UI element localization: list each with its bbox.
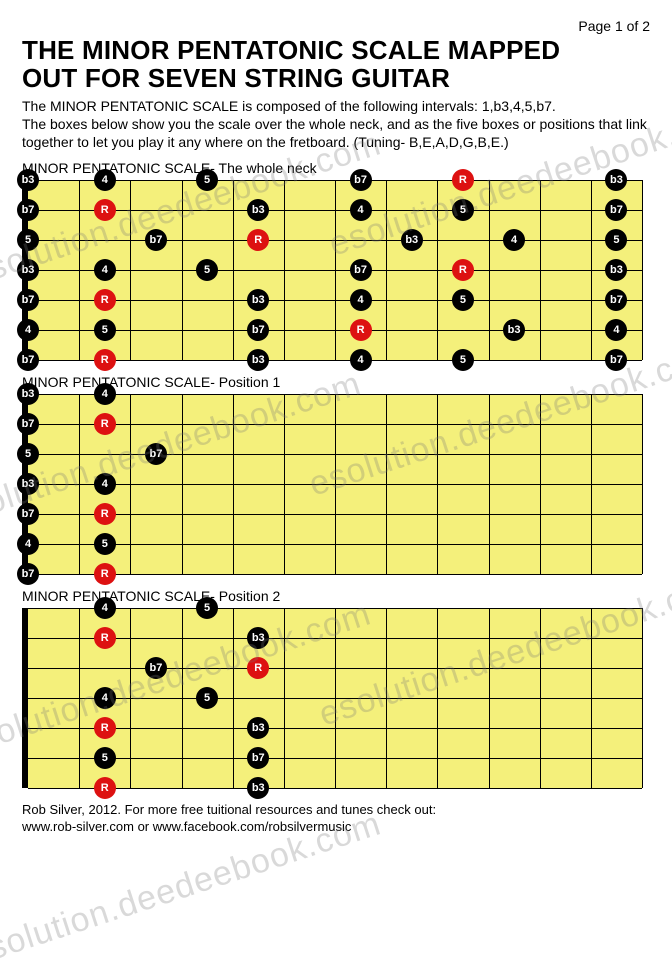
root-dot: R — [94, 349, 116, 371]
interval-dot: b3 — [605, 259, 627, 281]
interval-dot: 4 — [94, 383, 116, 405]
interval-dot: b3 — [605, 169, 627, 191]
interval-dot: b7 — [350, 259, 372, 281]
footer-line-1: Rob Silver, 2012. For more free tuitiona… — [22, 802, 436, 817]
interval-dot: b3 — [503, 319, 525, 341]
interval-dot: 5 — [17, 443, 39, 465]
interval-dot: b3 — [247, 289, 269, 311]
interval-dot: 5 — [196, 687, 218, 709]
interval-dot: b7 — [247, 747, 269, 769]
interval-dot: b7 — [247, 319, 269, 341]
interval-dot: 5 — [452, 289, 474, 311]
interval-dot: b7 — [145, 443, 167, 465]
page-number: Page 1 of 2 — [22, 18, 650, 34]
interval-dot: b3 — [17, 473, 39, 495]
diagram-whole-neck: MINOR PENTATONIC SCALE- The whole neckb3… — [22, 160, 650, 360]
interval-dot: 5 — [196, 169, 218, 191]
interval-dot: 4 — [94, 597, 116, 619]
interval-dot: 4 — [605, 319, 627, 341]
fretboard: b34b7R5b7b34b7R45b7R — [22, 394, 642, 574]
interval-dot: 4 — [17, 319, 39, 341]
interval-dot: b3 — [17, 259, 39, 281]
root-dot: R — [247, 229, 269, 251]
interval-dot: 4 — [503, 229, 525, 251]
root-dot: R — [94, 627, 116, 649]
interval-dot: 4 — [94, 687, 116, 709]
title-line-1: THE MINOR PENTATONIC SCALE MAPPED — [22, 35, 560, 65]
interval-dot: b7 — [605, 349, 627, 371]
root-dot: R — [452, 259, 474, 281]
interval-dot: 5 — [94, 747, 116, 769]
interval-dot: b7 — [350, 169, 372, 191]
interval-dot: b7 — [17, 563, 39, 585]
root-dot: R — [452, 169, 474, 191]
interval-dot: 5 — [196, 597, 218, 619]
interval-dot: 5 — [196, 259, 218, 281]
root-dot: R — [94, 199, 116, 221]
interval-dot: b3 — [17, 383, 39, 405]
diagram-label: MINOR PENTATONIC SCALE- Position 2 — [22, 588, 650, 604]
interval-dot: b3 — [247, 717, 269, 739]
diagram-label: MINOR PENTATONIC SCALE- Position 1 — [22, 374, 650, 390]
interval-dot: b7 — [145, 657, 167, 679]
interval-dot: b7 — [17, 349, 39, 371]
fretboard: 45Rb3b7R45Rb35b7Rb3 — [22, 608, 642, 788]
footer: Rob Silver, 2012. For more free tuitiona… — [22, 802, 650, 836]
diagrams-container: MINOR PENTATONIC SCALE- The whole neckb3… — [22, 160, 650, 788]
interval-dot: 4 — [350, 289, 372, 311]
diagram-position-2: MINOR PENTATONIC SCALE- Position 245Rb3b… — [22, 588, 650, 788]
root-dot: R — [94, 503, 116, 525]
interval-dot: 4 — [350, 199, 372, 221]
root-dot: R — [94, 777, 116, 799]
interval-dot: 5 — [452, 199, 474, 221]
interval-dot: b7 — [605, 289, 627, 311]
interval-dot: b3 — [247, 199, 269, 221]
interval-dot: 5 — [17, 229, 39, 251]
interval-dot: 5 — [94, 533, 116, 555]
interval-dot: b3 — [401, 229, 423, 251]
root-dot: R — [94, 563, 116, 585]
root-dot: R — [94, 289, 116, 311]
interval-dot: 4 — [94, 169, 116, 191]
root-dot: R — [94, 717, 116, 739]
interval-dot: 4 — [17, 533, 39, 555]
intro-paragraph: The MINOR PENTATONIC SCALE is composed o… — [22, 98, 650, 152]
interval-dot: 5 — [452, 349, 474, 371]
interval-dot: b3 — [17, 169, 39, 191]
interval-dot: 4 — [350, 349, 372, 371]
root-dot: R — [350, 319, 372, 341]
interval-dot: 5 — [605, 229, 627, 251]
interval-dot: 5 — [94, 319, 116, 341]
diagram-label: MINOR PENTATONIC SCALE- The whole neck — [22, 160, 650, 176]
interval-dot: b3 — [247, 349, 269, 371]
interval-dot: 4 — [94, 259, 116, 281]
interval-dot: b7 — [17, 199, 39, 221]
interval-dot: b3 — [247, 777, 269, 799]
interval-dot: b7 — [17, 503, 39, 525]
interval-dot: b7 — [605, 199, 627, 221]
root-dot: R — [247, 657, 269, 679]
page-title: THE MINOR PENTATONIC SCALE MAPPED OUT FO… — [22, 36, 650, 92]
interval-dot: b7 — [145, 229, 167, 251]
interval-dot: b7 — [17, 289, 39, 311]
root-dot: R — [94, 413, 116, 435]
interval-dot: b3 — [247, 627, 269, 649]
diagram-position-1: MINOR PENTATONIC SCALE- Position 1b34b7R… — [22, 374, 650, 574]
title-line-2: OUT FOR SEVEN STRING GUITAR — [22, 63, 450, 93]
interval-dot: b7 — [17, 413, 39, 435]
interval-dot: 4 — [94, 473, 116, 495]
fretboard: b345b7Rb3b7Rb345b75b7Rb345b345b7Rb3b7Rb3… — [22, 180, 642, 360]
footer-line-2: www.rob-silver.com or www.facebook.com/r… — [22, 819, 351, 834]
